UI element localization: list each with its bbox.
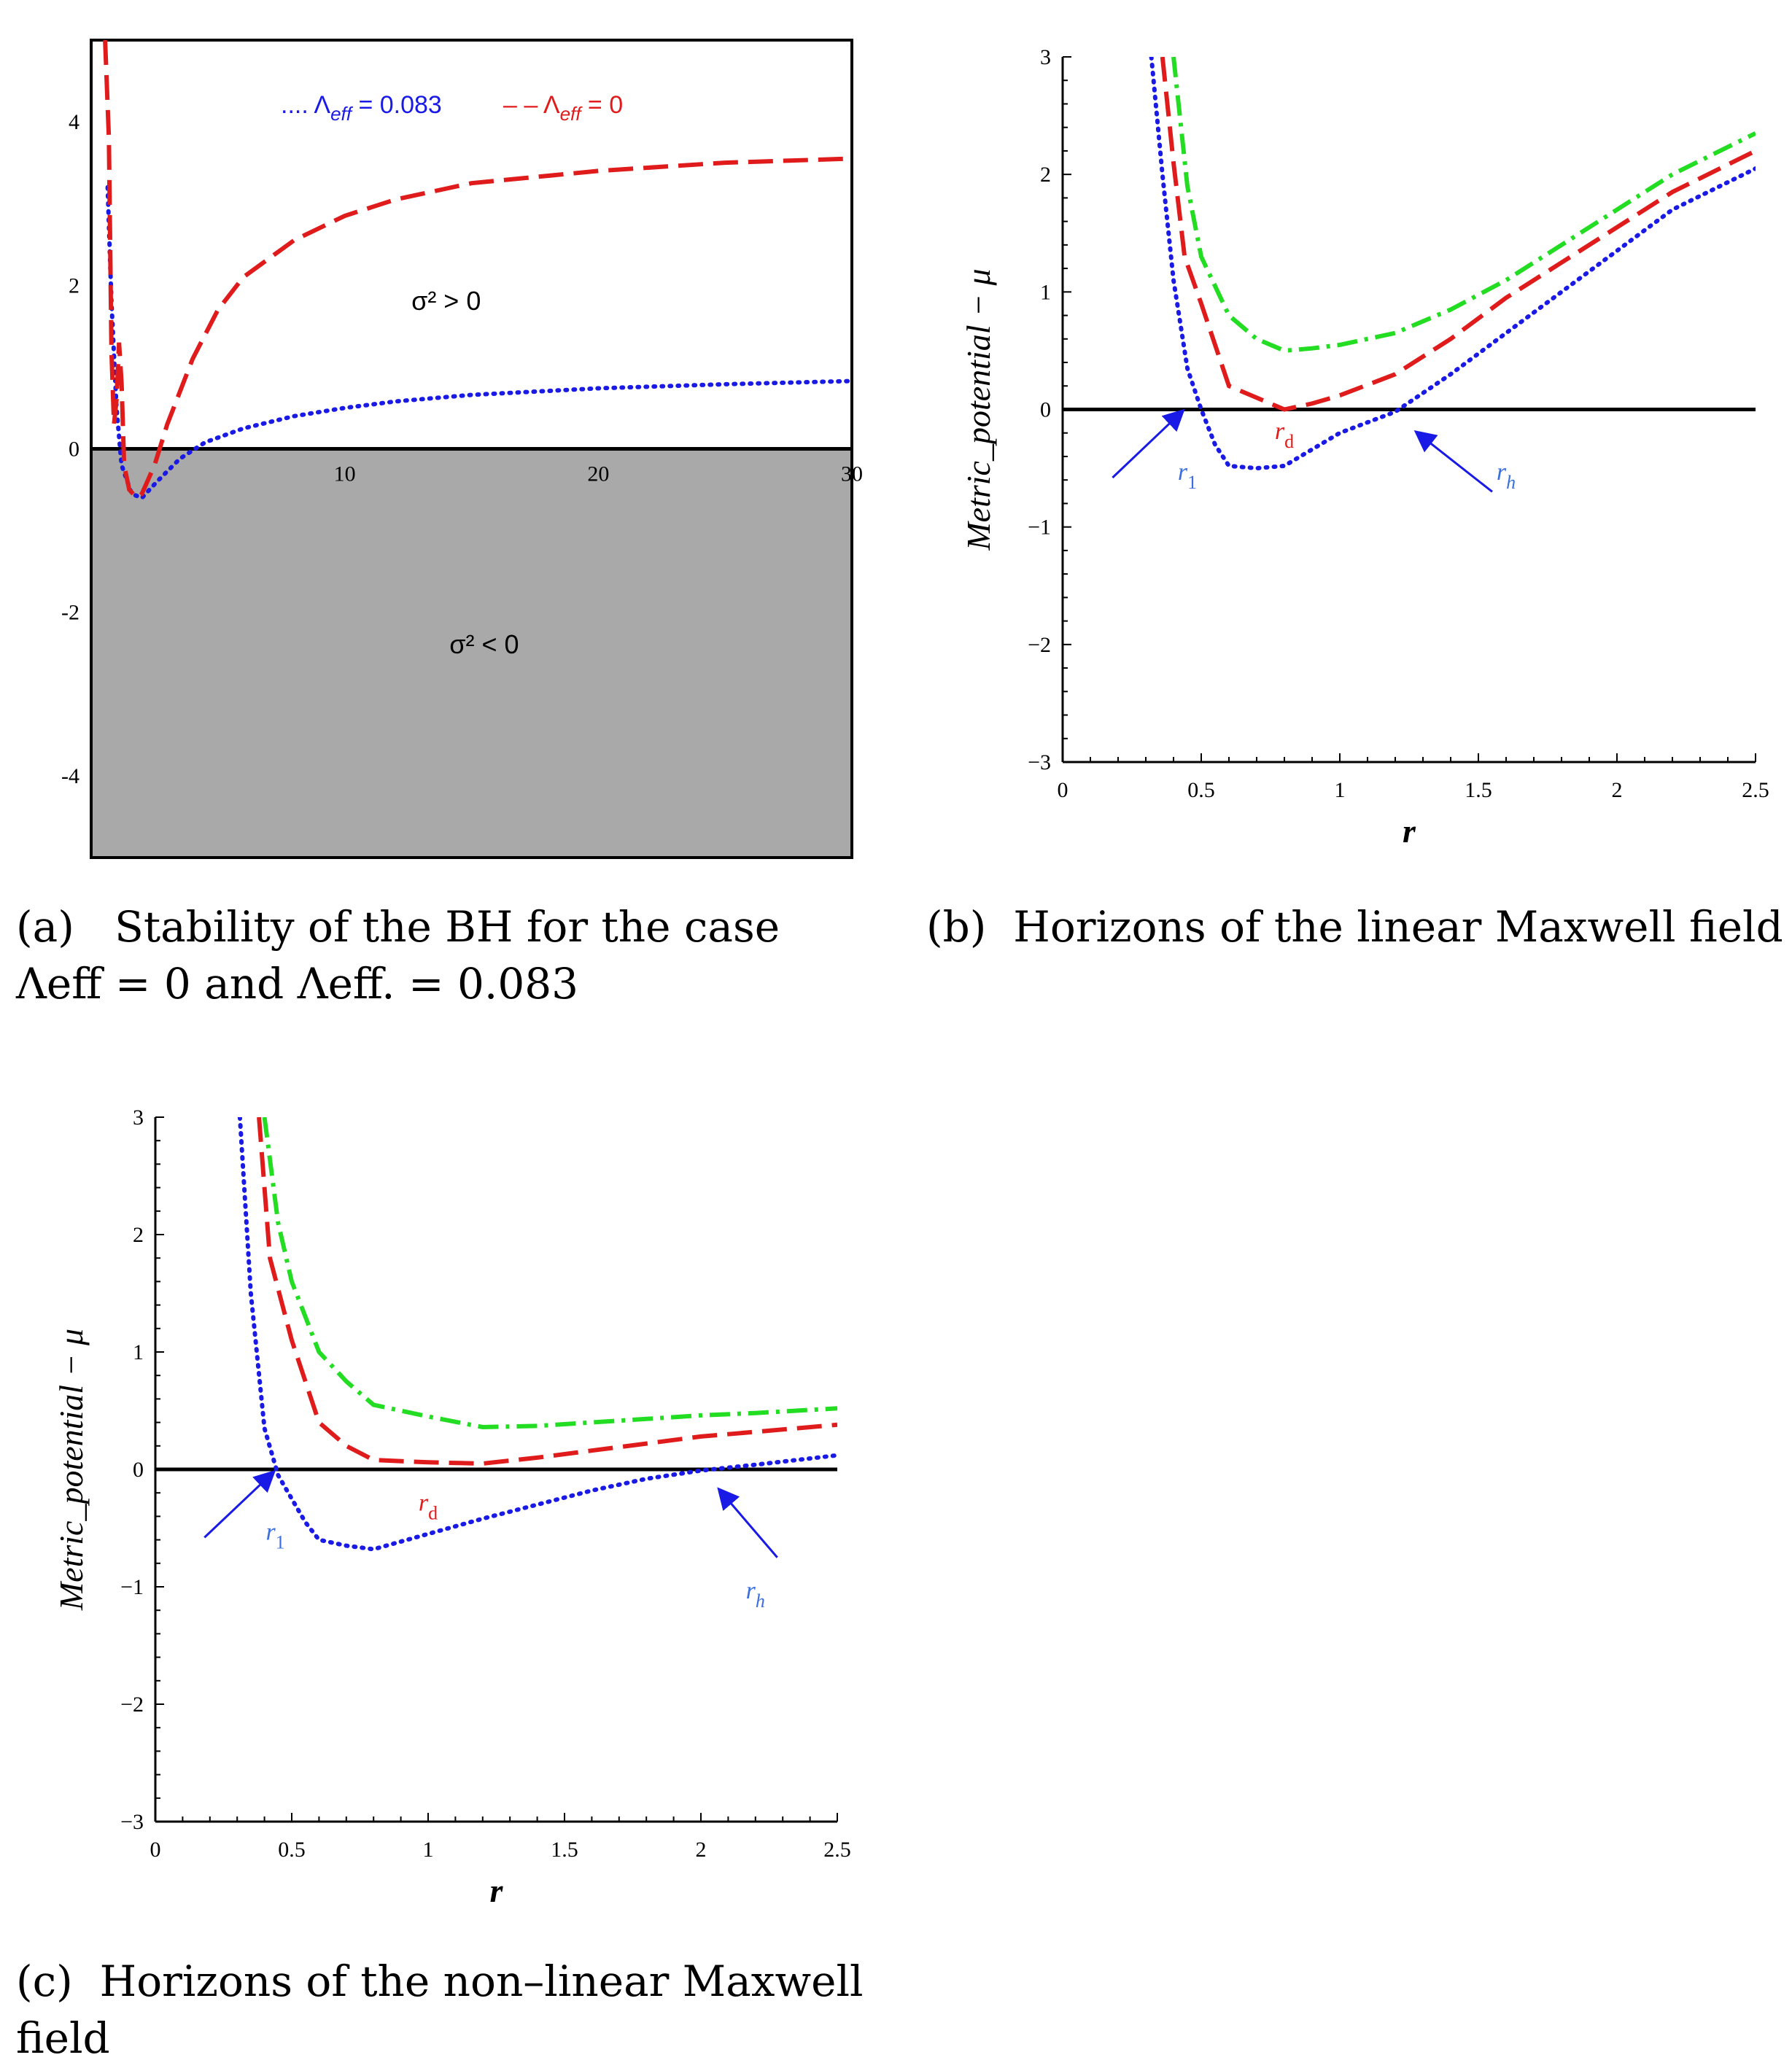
caption-a-line2: Λeff = 0 and Λeff. = 0.083: [16, 959, 579, 1009]
y-tick-label: −3: [1028, 750, 1051, 774]
y-tick-label: 0: [1040, 398, 1051, 422]
region-label-positive: σ² > 0: [411, 286, 481, 316]
y-tick-label: 0: [133, 1458, 144, 1482]
chart-linear-maxwell: −3 −2 −1 0 1 2 3 0 0.5 1 1.5 2 2.5 r Metric_potential …: [960, 45, 1769, 850]
annotation-rh: rh: [1497, 459, 1516, 493]
x-tick-label: 1: [1335, 778, 1346, 802]
caption-c-line2: field: [16, 2013, 110, 2063]
y-tick-label: -4: [61, 764, 79, 788]
y-tick-label: −1: [1028, 516, 1051, 540]
region-label-negative: σ² < 0: [449, 629, 519, 659]
x-tick-label: 0: [1058, 778, 1068, 802]
x-tick-label: 20: [587, 462, 609, 486]
series-group: [237, 1117, 837, 1552]
series-line-dash-dot: [1171, 57, 1756, 353]
y-tick-label: 2: [133, 1223, 144, 1247]
legend-item: – – Λeff = 0: [503, 91, 623, 125]
y-tick-label: 1: [133, 1340, 144, 1364]
annotation-rd: rd: [419, 1489, 438, 1523]
chart-stability: -4 -2 0 2 4 10 20 30 .... Λeff = 0.083 – – Λeff =…: [61, 39, 863, 859]
annotation-r1: r1: [265, 1519, 284, 1553]
x-tick-label: 30: [841, 462, 863, 486]
x-axis-title: r: [1403, 812, 1416, 850]
x-tick-label: 0.5: [278, 1838, 306, 1862]
x-tick-label: 1: [423, 1838, 434, 1862]
y-tick-label: 3: [1040, 45, 1051, 69]
series-group: [1149, 57, 1756, 471]
y-tick-label: 0: [69, 438, 79, 462]
caption-a: (a) Stability of the BH for the case Λef…: [16, 898, 884, 1012]
caption-a-line1: (a) Stability of the BH for the case: [16, 902, 780, 952]
y-axis-title: Metric_potential − μ: [53, 1329, 90, 1611]
annotation-arrow: [1112, 408, 1185, 479]
y-tick-label: 4: [69, 110, 79, 134]
series-group: [103, 40, 852, 501]
x-axis-title: r: [490, 1872, 504, 1909]
y-tick-label: −2: [120, 1693, 144, 1717]
legend-item: .... Λeff = 0.083: [281, 91, 442, 125]
caption-c-line1: (c) Horizons of the non–linear Maxwell: [16, 1957, 864, 2006]
x-tick-label: 1.5: [1465, 778, 1492, 802]
x-tick-label: 1.5: [551, 1838, 578, 1862]
x-tick-label: 0: [150, 1838, 161, 1862]
y-tick-label: 1: [1040, 280, 1051, 304]
x-tick-label: 2.5: [1742, 778, 1769, 802]
chart-nonlinear-maxwell: −3 −2 −1 0 1 2 3 0 0.5 1 1.5 2 2.5 r Metric_potential …: [53, 1106, 851, 1909]
series-line-long-dash: [103, 40, 852, 501]
y-tick-label: 3: [133, 1106, 144, 1130]
series-line-long-dash: [257, 1117, 837, 1466]
x-tick-label: 0.5: [1187, 778, 1215, 802]
legend: .... Λeff = 0.083 – – Λeff = 0: [281, 91, 623, 125]
y-tick-label: −2: [1028, 633, 1051, 657]
y-tick-label: −1: [120, 1575, 144, 1599]
negative-region-shade: [91, 448, 852, 858]
y-tick-label: 2: [69, 273, 79, 298]
series-line-dot: [1149, 57, 1756, 471]
caption-b: (b) Horizons of the linear Maxwell field: [926, 902, 1783, 952]
y-axis-title: Metric_potential − μ: [960, 268, 997, 551]
x-tick-label: 2: [1612, 778, 1623, 802]
annotation-arrow: [203, 1469, 276, 1539]
caption-c: (c) Horizons of the non–linear Maxwell f…: [16, 1953, 884, 2067]
series-line-dash-dot: [262, 1117, 837, 1430]
y-tick-label: 2: [1040, 163, 1051, 187]
y-tick-label: -2: [61, 601, 79, 625]
series-line-dot: [237, 1117, 837, 1552]
x-tick-label: 10: [334, 462, 356, 486]
series-line-long-dash: [1160, 57, 1756, 412]
annotation-rh: rh: [746, 1577, 765, 1612]
x-tick-label: 2: [696, 1838, 707, 1862]
annotation-r1: r1: [1178, 459, 1197, 493]
series-line-dot: [105, 184, 852, 501]
x-tick-label: 2.5: [823, 1838, 851, 1862]
annotation-rd: rd: [1275, 418, 1294, 452]
annotation-arrow: [717, 1487, 778, 1558]
annotation-arrow: [1413, 430, 1493, 493]
y-tick-label: −3: [120, 1810, 144, 1834]
